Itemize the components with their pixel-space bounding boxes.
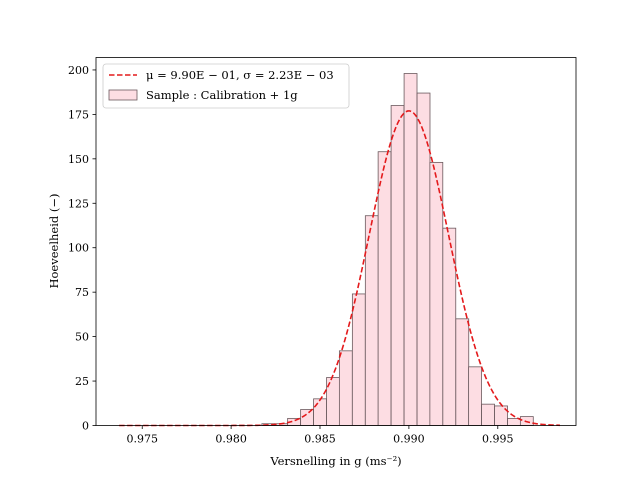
- histogram-bar: [442, 227, 457, 426]
- histogram-bar: [351, 293, 366, 426]
- y-tick-label: 25: [75, 375, 89, 388]
- x-tick-label: 0.975: [126, 433, 158, 446]
- plot-frame: [95, 57, 577, 426]
- histogram-bar: [481, 403, 495, 426]
- y-tick-label: 150: [68, 153, 89, 166]
- legend-fit-label: μ = 9.90E − 01, σ = 2.23E − 03: [146, 68, 334, 82]
- legend-sample-label: Sample : Calibration + 1g: [146, 88, 298, 102]
- y-axis: 0 25 50 75 100 125 150 175 200: [68, 64, 96, 433]
- x-axis-label: Versnelling in g (ms⁻²): [269, 454, 401, 468]
- x-axis: 0.975 0.980 0.985 0.990 0.995: [126, 425, 514, 446]
- y-tick-label: 175: [68, 108, 89, 121]
- y-tick-label: 125: [68, 197, 89, 210]
- x-tick-label: 0.980: [215, 433, 247, 446]
- histogram-bar: [468, 366, 482, 426]
- y-tick-label: 75: [75, 286, 89, 299]
- histogram-bar: [338, 350, 353, 426]
- histogram-bar: [403, 73, 418, 426]
- legend: μ = 9.90E − 01, σ = 2.23E − 03 Sample : …: [102, 63, 350, 109]
- x-tick-label: 0.990: [393, 433, 425, 446]
- legend-box: [102, 63, 350, 109]
- x-tick-label: 0.985: [304, 433, 336, 446]
- histogram-bar: [390, 105, 405, 426]
- y-tick-label: 100: [68, 242, 89, 255]
- histogram-bar: [455, 318, 470, 426]
- y-axis-label: Hoeveelheid (−): [47, 193, 61, 288]
- legend-sample-swatch: [108, 89, 138, 101]
- y-tick-label: 200: [68, 64, 89, 77]
- histogram-bar: [313, 398, 327, 426]
- histogram-bar: [377, 151, 392, 426]
- y-tick-label: 50: [75, 331, 89, 344]
- y-tick-label: 0: [82, 420, 89, 433]
- histogram-bar: [429, 161, 444, 426]
- x-tick-label: 0.995: [482, 433, 514, 446]
